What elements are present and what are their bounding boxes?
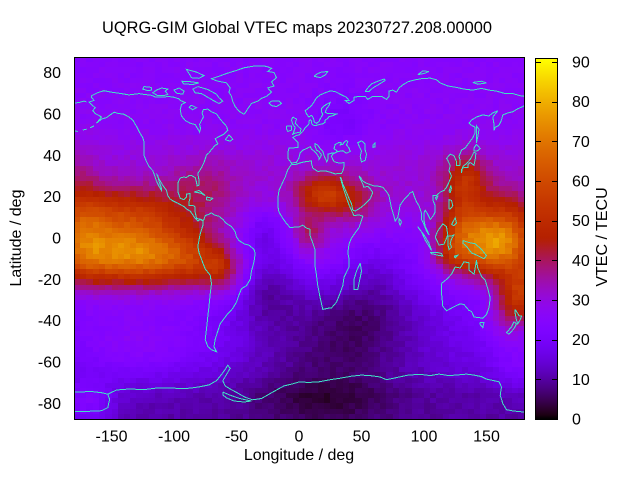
svg-text:0: 0	[572, 412, 581, 429]
svg-text:20: 20	[572, 332, 590, 349]
svg-text:-100: -100	[158, 429, 190, 446]
svg-text:VTEC / TECU: VTEC / TECU	[594, 187, 611, 286]
svg-text:40: 40	[572, 253, 590, 270]
svg-text:-150: -150	[95, 429, 127, 446]
svg-text:90: 90	[572, 55, 590, 72]
svg-text:-60: -60	[38, 355, 61, 372]
svg-text:20: 20	[43, 189, 61, 206]
svg-text:-40: -40	[38, 313, 61, 330]
svg-text:80: 80	[43, 65, 61, 82]
svg-text:0: 0	[52, 231, 61, 248]
svg-text:UQRG-GIM Global VTEC maps 2023: UQRG-GIM Global VTEC maps 20230727.208.0…	[102, 19, 492, 37]
svg-text:50: 50	[353, 429, 371, 446]
svg-text:-50: -50	[225, 429, 248, 446]
svg-text:60: 60	[43, 106, 61, 123]
svg-text:60: 60	[572, 174, 590, 191]
svg-text:30: 30	[572, 293, 590, 310]
svg-text:80: 80	[572, 94, 590, 111]
svg-text:50: 50	[572, 213, 590, 230]
svg-text:Latitude / deg: Latitude / deg	[8, 190, 25, 287]
svg-text:40: 40	[43, 148, 61, 165]
svg-text:Longitude / deg: Longitude / deg	[244, 447, 354, 464]
svg-text:70: 70	[572, 134, 590, 151]
svg-text:10: 10	[572, 372, 590, 389]
svg-text:150: 150	[473, 429, 500, 446]
svg-text:100: 100	[411, 429, 438, 446]
svg-text:-20: -20	[38, 272, 61, 289]
svg-text:0: 0	[295, 429, 304, 446]
svg-text:-80: -80	[38, 396, 61, 413]
